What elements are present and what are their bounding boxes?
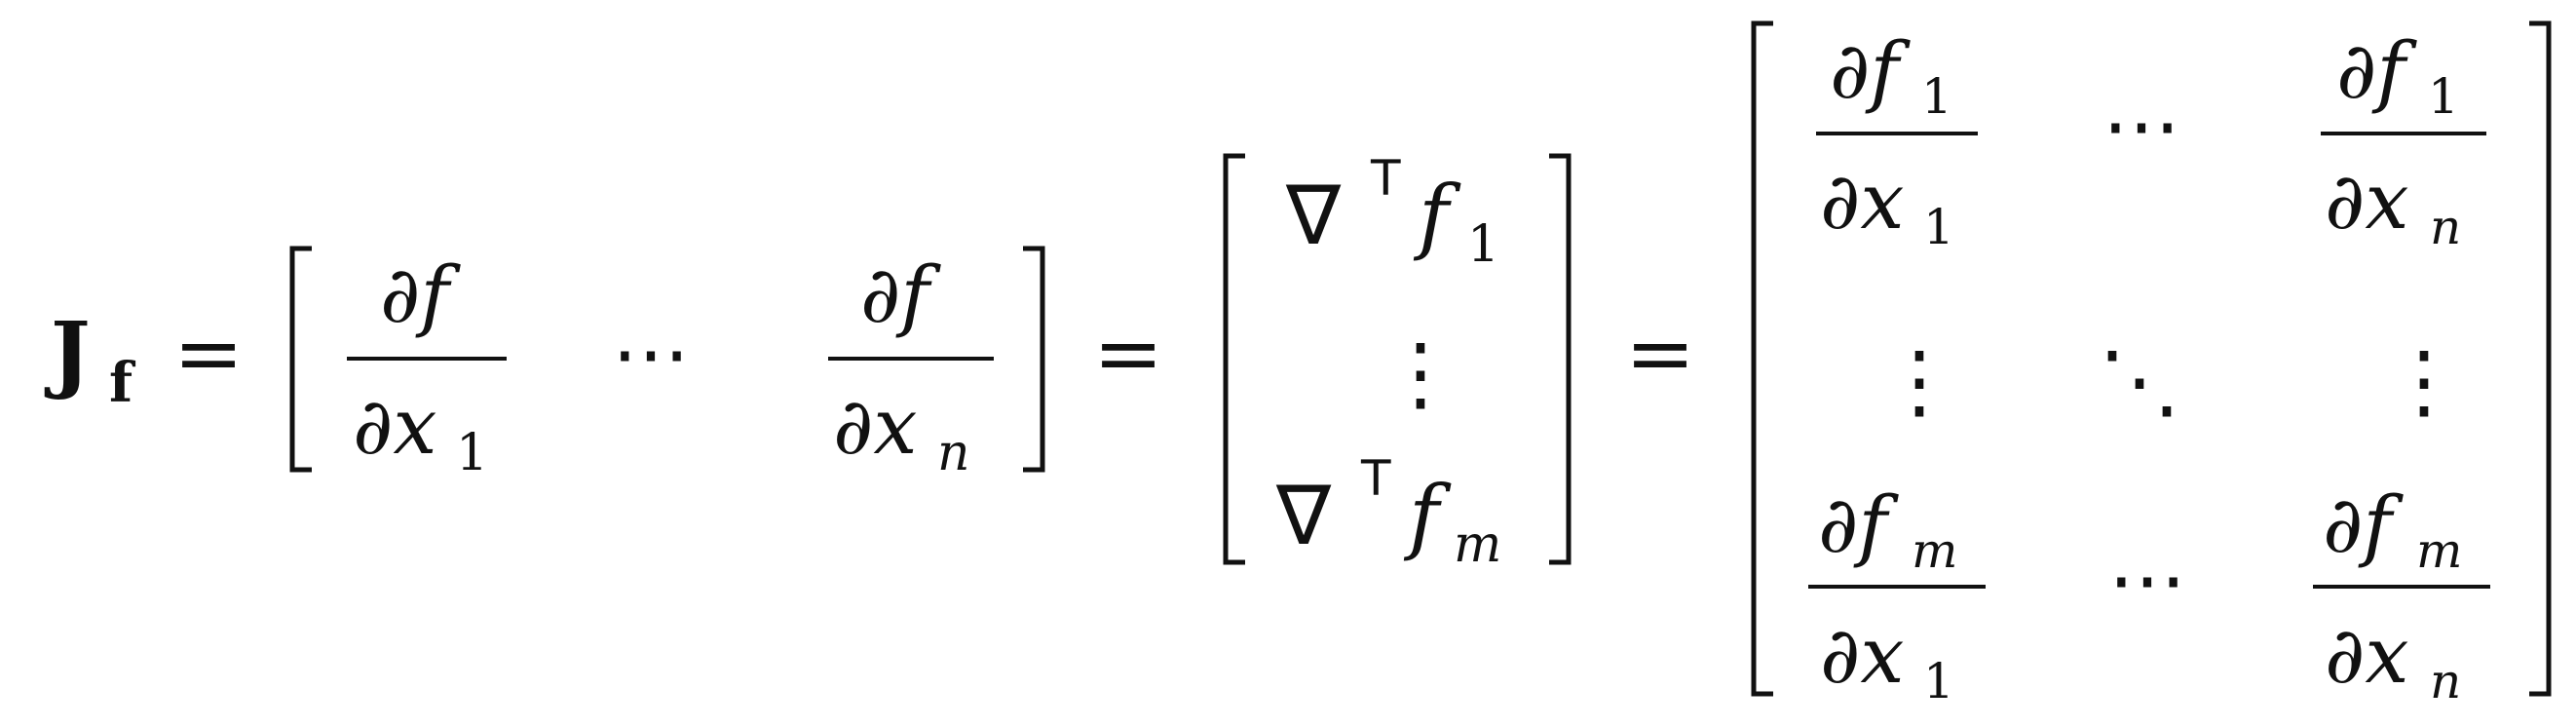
matrix-cell-r1c1: ∂f 1 ∂x 1	[1816, 25, 1978, 255]
column-vdots: ⋮	[1380, 325, 1461, 421]
matrix-r2c2-ddots: ⋱	[2099, 333, 2180, 429]
r3c3-denominator-sub: n	[2430, 653, 2461, 709]
column-bottom-sub: m	[1454, 516, 1501, 574]
row-first-numerator: ∂f	[380, 249, 461, 340]
r3c3-numerator-sub: m	[2416, 522, 2462, 579]
matrix-cell-r3c3: ∂f m ∂x n	[2313, 479, 2490, 709]
row-last-denominator-sub: n	[937, 424, 970, 482]
r1c1-denominator: ∂x	[1820, 156, 1904, 247]
matrix-r3-ellipsis: ⋯	[2108, 534, 2186, 625]
r1c3-numerator: ∂f	[2336, 25, 2417, 116]
row-vector-left-bracket	[289, 246, 312, 473]
column-vector: ∇ T f 1 ⋮ ∇ T f m	[1223, 150, 1572, 574]
equals-sign-1: =	[173, 305, 244, 402]
column-bottom-f: f	[1403, 468, 1452, 563]
row-first-denominator: ∂x	[353, 381, 436, 472]
r3c3-denominator: ∂x	[2325, 610, 2408, 701]
matrix-left-bracket	[1751, 20, 1773, 697]
row-last-numerator: ∂f	[860, 249, 941, 340]
matrix-r1-ellipsis: ⋯	[2102, 80, 2180, 171]
column-bottom-transpose: T	[1360, 450, 1391, 507]
matrix-r2c1-vdots: ⋮	[1878, 333, 1960, 429]
lhs: J f =	[44, 304, 244, 415]
matrix-r2c3-vdots: ⋮	[2383, 333, 2465, 429]
r3c1-numerator: ∂f	[1818, 479, 1899, 570]
column-bottom-nabla: ∇	[1275, 468, 1332, 563]
row-vector-right-bracket	[1023, 246, 1045, 473]
r1c1-numerator-sub: 1	[1921, 68, 1952, 125]
column-top-nabla: ∇	[1285, 168, 1342, 263]
equals-sign-2: =	[1093, 305, 1163, 402]
column-top-sub: 1	[1467, 215, 1499, 274]
r3c1-denominator-sub: 1	[1923, 653, 1954, 709]
matrix-right-bracket	[2529, 20, 2552, 697]
jacobian-symbol: J	[44, 304, 91, 402]
r1c1-denominator-sub: 1	[1923, 199, 1954, 255]
column-vector-right-bracket	[1549, 153, 1572, 565]
r1c3-numerator-sub: 1	[2428, 68, 2459, 125]
r3c1-numerator-sub: m	[1912, 522, 1957, 579]
row-last-denominator: ∂x	[833, 381, 917, 472]
r1c3-denominator-sub: n	[2430, 199, 2461, 255]
jacobian-matrix: ∂f 1 ∂x 1 ⋯ ∂f 1 ∂x n ⋮ ⋱ ⋮ ∂f m ∂x 1 ⋯	[1751, 20, 2552, 709]
r1c3-denominator: ∂x	[2325, 156, 2408, 247]
matrix-cell-r3c1: ∂f m ∂x 1	[1808, 479, 1986, 709]
equals-sign-3: =	[1625, 305, 1695, 402]
r3c3-numerator: ∂f	[2323, 479, 2404, 570]
column-top-transpose: T	[1370, 150, 1401, 207]
jacobian-subscript: f	[109, 351, 136, 415]
row-vector: ∂f ∂x 1 ⋯ ∂f ∂x n	[289, 246, 1045, 482]
column-top-f: f	[1413, 168, 1461, 263]
matrix-cell-r1c3: ∂f 1 ∂x n	[2321, 25, 2486, 255]
column-vector-left-bracket	[1223, 153, 1245, 565]
r1c1-numerator: ∂f	[1830, 25, 1911, 116]
row-ellipsis: ⋯	[612, 308, 690, 399]
r3c1-denominator: ∂x	[1820, 610, 1904, 701]
row-first-denominator-sub: 1	[456, 424, 488, 482]
